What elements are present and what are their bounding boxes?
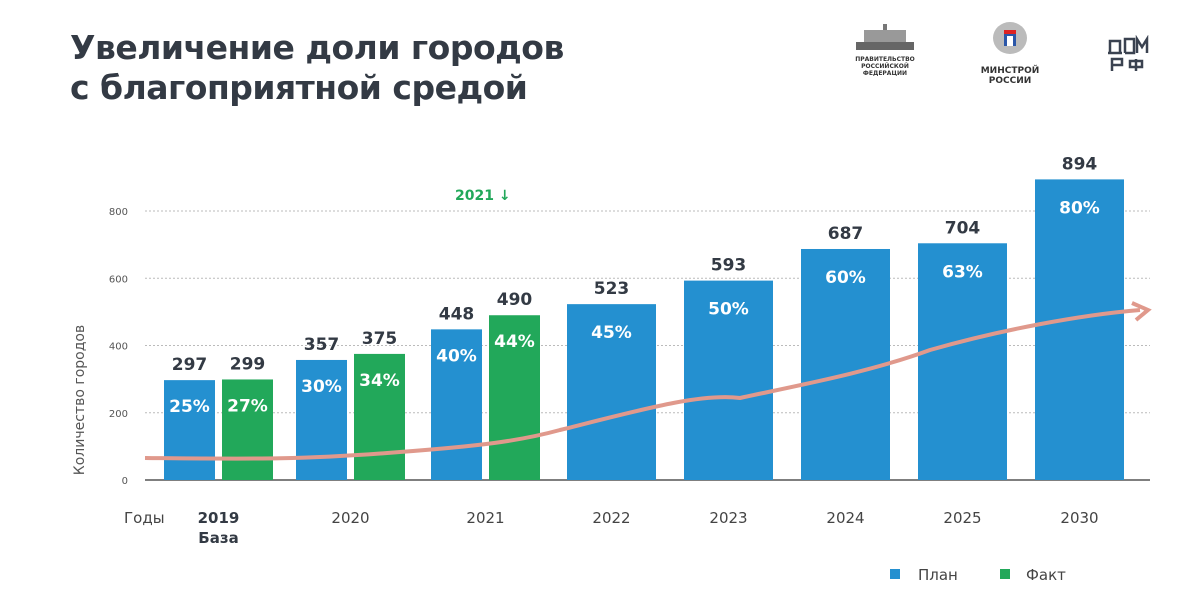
- trend-arrow: [144, 301, 1152, 461]
- bar-fact-2021: [489, 315, 540, 480]
- x-tick-label: 2021: [466, 509, 504, 527]
- bar-plan-2030: [1035, 179, 1124, 480]
- eagle-emblem-icon: [993, 22, 1027, 54]
- bar-plan-2020: [296, 359, 347, 480]
- percent-label: 30%: [301, 377, 342, 397]
- x-tick-sublabel: База: [198, 529, 238, 547]
- bar-plan-2022: [567, 304, 656, 480]
- bar-plan-2019: [164, 380, 215, 480]
- highlight-annotation: 2021 ↓: [455, 188, 511, 204]
- bar-fact-2019: [222, 379, 273, 480]
- value-label: 448: [439, 304, 475, 324]
- trend-line: [144, 308, 1141, 461]
- legend-fact-swatch: [1000, 569, 1010, 579]
- value-label: 593: [711, 256, 747, 276]
- bar-plan-2025: [918, 243, 1007, 480]
- page-title: Увеличение доли городов с благоприятной …: [70, 28, 564, 108]
- value-label: 375: [362, 329, 398, 349]
- value-label: 490: [497, 290, 533, 310]
- percent-label: 63%: [942, 262, 983, 282]
- bar-fact-2020: [354, 353, 405, 480]
- percent-label: 60%: [825, 268, 866, 288]
- value-label: 299: [230, 354, 266, 374]
- percent-label: 25%: [169, 397, 210, 417]
- x-axis-label: Годы: [124, 509, 165, 527]
- legend-plan-label: План: [918, 566, 958, 584]
- x-tick-label: 2023: [709, 509, 747, 527]
- government-logo-text: ПРАВИТЕЛЬСТВО РОССИЙСКОЙ ФЕДЕРАЦИИ: [855, 56, 915, 77]
- domrf-logo-mark: [1108, 34, 1149, 71]
- government-building-icon: [856, 24, 914, 50]
- bar-plan-2024: [801, 248, 890, 480]
- bar-plan-2023: [684, 280, 773, 480]
- y-tick-label: 0: [122, 476, 128, 487]
- bar-plan-2021: [431, 329, 482, 480]
- y-tick-label: 200: [109, 409, 128, 420]
- value-label: 523: [594, 279, 630, 299]
- percent-label: 44%: [494, 332, 535, 352]
- legend: План Факт: [890, 566, 1066, 584]
- x-tick-label: 2020: [331, 509, 369, 527]
- minstroy-logo: МИНСТРОЙ РОССИИ: [975, 18, 1045, 86]
- value-label: 357: [304, 335, 340, 355]
- legend-fact-label: Факт: [1026, 566, 1066, 584]
- y-tick-label: 800: [109, 207, 128, 218]
- value-label: 687: [828, 224, 864, 244]
- x-tick-label: 2024: [826, 509, 864, 527]
- percent-label: 27%: [227, 396, 268, 416]
- minstroy-line-2: РОССИИ: [988, 76, 1032, 86]
- percent-label: 80%: [1059, 198, 1100, 218]
- title-line-1: Увеличение доли городов: [70, 28, 564, 67]
- percent-label: 40%: [436, 346, 477, 366]
- value-label: 704: [945, 218, 981, 238]
- y-tick-label: 400: [109, 342, 128, 353]
- x-tick-label: 2022: [592, 509, 630, 527]
- percent-label: 45%: [591, 323, 632, 343]
- x-tick-label: 2030: [1060, 509, 1098, 527]
- domrf-logo: [1108, 34, 1150, 77]
- minstroy-line-1: МИНСТРОЙ: [980, 66, 1040, 76]
- y-axis-label: Количество городов: [72, 325, 88, 475]
- value-label: 894: [1062, 154, 1098, 174]
- y-tick-label: 600: [109, 274, 128, 285]
- x-tick-label: 2019: [198, 509, 240, 527]
- trend-arrowhead-icon: [1131, 301, 1152, 322]
- x-tick-label: 2025: [943, 509, 981, 527]
- value-label: 297: [172, 355, 208, 375]
- title-line-2: с благоприятной средой: [70, 68, 528, 107]
- percent-label: 50%: [708, 300, 749, 320]
- percent-label: 34%: [359, 371, 400, 391]
- legend-plan-swatch: [890, 569, 900, 579]
- government-logo: ПРАВИТЕЛЬСТВО РОССИЙСКОЙ ФЕДЕРАЦИИ: [850, 22, 920, 77]
